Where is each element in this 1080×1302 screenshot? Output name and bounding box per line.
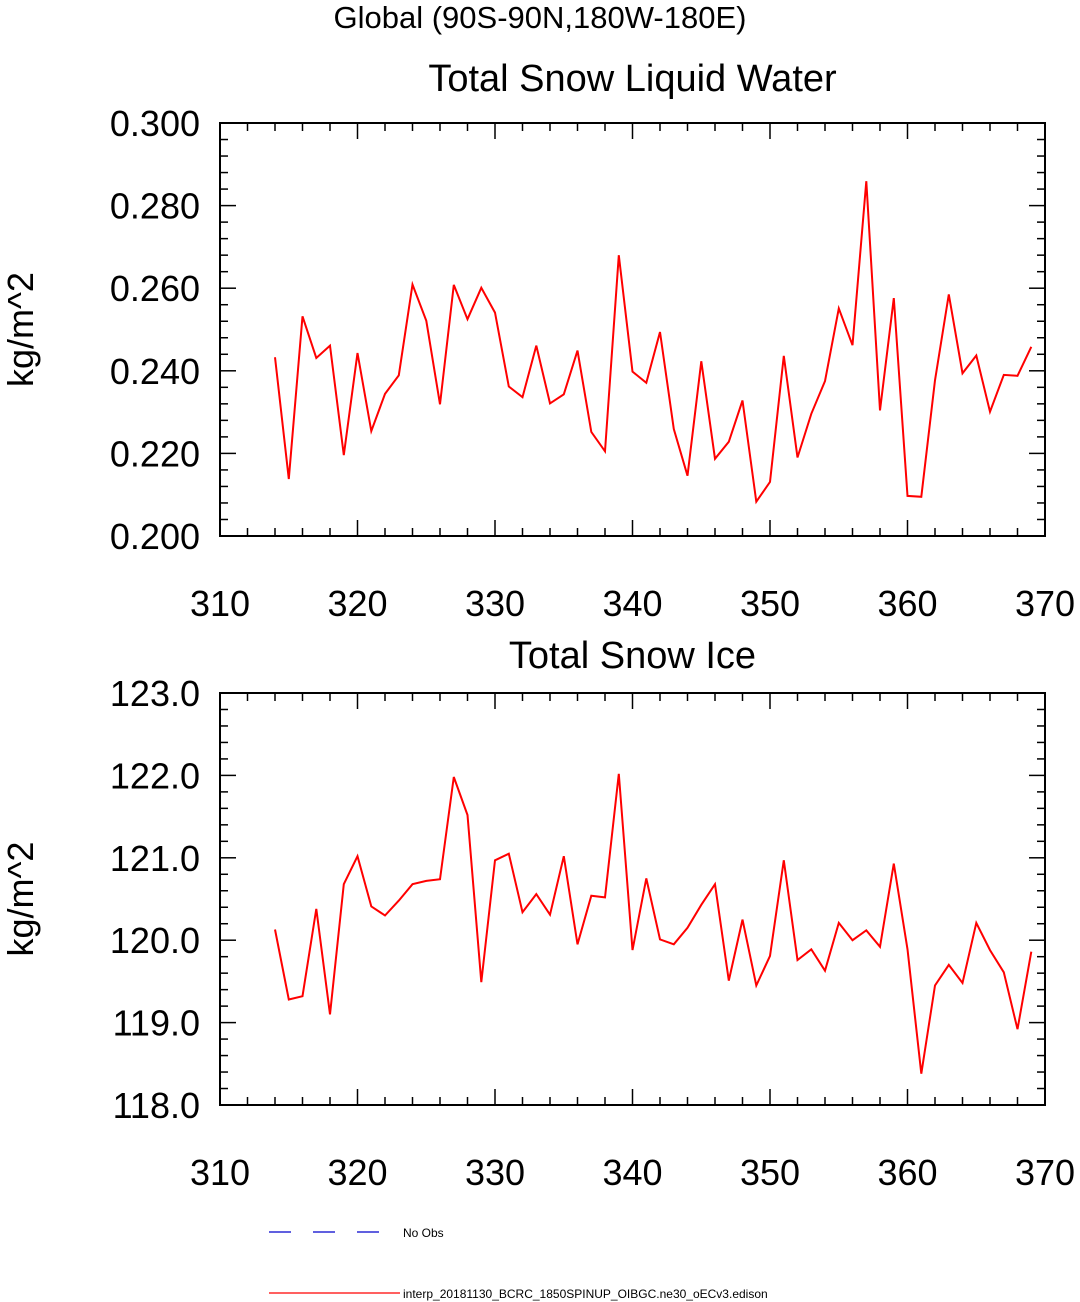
chart0-y-tick-label: 0.240: [110, 351, 200, 392]
chart0-x-tick-label: 370: [1015, 583, 1075, 624]
page-title: Global (90S-90N,180W-180E): [334, 0, 747, 35]
chart1-y-tick-label: 118.0: [113, 1085, 200, 1126]
chart0-y-tick-label: 0.300: [110, 103, 200, 144]
chart1-x-tick-label: 310: [190, 1152, 250, 1193]
chart1-x-tick-label: 360: [877, 1152, 937, 1193]
chart0-plot-frame: [219, 122, 1046, 537]
chart1-x-tick-label: 330: [465, 1152, 525, 1193]
chart0-series-line: [274, 181, 1033, 505]
chart1-x-tick-label: 320: [327, 1152, 387, 1193]
chart1-x-tick-label: 370: [1015, 1152, 1075, 1193]
chart1-ylabel: kg/m^2: [0, 842, 41, 957]
chart1-title: Total Snow Ice: [509, 635, 756, 677]
chart0-x-tick-label: 350: [740, 583, 800, 624]
chart0-x-tick-label: 330: [465, 583, 525, 624]
chart1-x-tick-label: 350: [740, 1152, 800, 1193]
chart1-y-tick-label: 120.0: [110, 920, 200, 961]
chart0-x-tick-label: 320: [327, 583, 387, 624]
chart-total-snow-ice: Total Snow Ice kg/m^2 310 320 330 340 350 360 37…: [0, 635, 1075, 1193]
chart-total-snow-liquid-water: Total Snow Liquid Water kg/m^2 310 320 330 34…: [0, 58, 1075, 624]
chart1-plot-frame: [219, 692, 1046, 1106]
legend: No Obs interp_20181130_BCRC_1850SPINUP_O…: [269, 1226, 768, 1301]
chart0-title: Total Snow Liquid Water: [428, 58, 837, 100]
chart1-y-tick-label: 123.0: [110, 673, 200, 714]
chart0-y-tick-label: 0.200: [110, 516, 200, 557]
chart1-y-tick-label: 119.0: [113, 1003, 200, 1044]
chart0-x-tick-label: 340: [602, 583, 662, 624]
chart0-y-tick-label: 0.280: [110, 186, 200, 227]
chart0-x-tick-label: 360: [877, 583, 937, 624]
legend-label-model: interp_20181130_BCRC_1850SPINUP_OIBGC.ne…: [403, 1287, 768, 1301]
chart0-y-tick-label: 0.220: [110, 433, 200, 474]
legend-label-no-obs: No Obs: [403, 1226, 444, 1240]
chart1-y-tick-label: 121.0: [110, 838, 200, 879]
chart1-y-tick-label: 122.0: [110, 755, 200, 796]
chart0-ylabel: kg/m^2: [0, 272, 41, 387]
chart1-series-line: [274, 773, 1033, 1074]
chart1-x-tick-label: 340: [602, 1152, 662, 1193]
chart0-y-tick-label: 0.260: [110, 268, 200, 309]
chart0-x-tick-label: 310: [190, 583, 250, 624]
